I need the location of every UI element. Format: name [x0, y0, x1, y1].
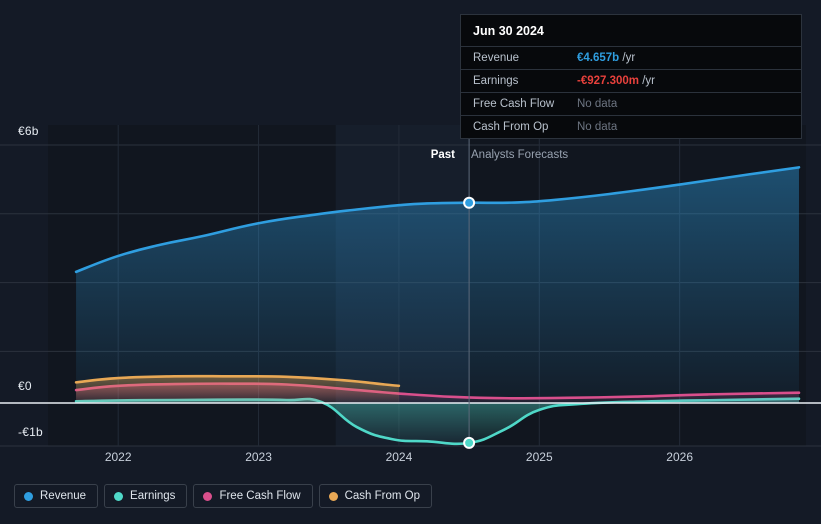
legend-label-cash-from-op: Cash From Op: [344, 490, 421, 502]
legend-label-earnings: Earnings: [130, 490, 176, 502]
tooltip-value-earnings: -€927.300m /yr: [577, 75, 655, 87]
legend-item-free-cash-flow[interactable]: Free Cash Flow: [193, 484, 313, 508]
tooltip-unit-revenue: /yr: [622, 52, 636, 64]
tooltip-key-earnings: Earnings: [473, 75, 519, 87]
series-area-revenue: [76, 167, 799, 403]
legend-item-revenue[interactable]: Revenue: [14, 484, 99, 508]
legend-label-free-cash-flow: Free Cash Flow: [219, 490, 301, 502]
series-area-earnings: [76, 398, 799, 444]
tooltip-num-earnings: -€927.300m: [577, 75, 640, 87]
tooltip-value-cash-from-op: No data: [577, 121, 618, 133]
legend-dot-revenue-icon: [24, 491, 33, 501]
x-axis-label-2025: 2025: [525, 450, 553, 464]
x-axis-label-2024: 2024: [385, 450, 413, 464]
tooltip-row-cash-from-op: Cash From Op No data: [461, 115, 801, 138]
series-line-cash-from-op: [74, 374, 401, 388]
tooltip-row-revenue: Revenue €4.657b /yr: [461, 46, 801, 69]
data-marker-revenue: [463, 196, 476, 209]
past-label: Past: [430, 149, 455, 161]
data-tooltip: Jun 30 2024 Revenue €4.657b /yr Earnings…: [460, 14, 802, 139]
y-axis-label-6b: €6b: [18, 124, 43, 138]
x-axis-label-2026: 2026: [666, 450, 694, 464]
tooltip-row-earnings: Earnings -€927.300m /yr: [461, 69, 801, 92]
tooltip-key-cash-from-op: Cash From Op: [473, 121, 549, 133]
legend-label-revenue: Revenue: [40, 490, 87, 502]
legend-item-earnings[interactable]: Earnings: [104, 484, 188, 508]
legend-dot-cash-from-op-icon: [328, 491, 338, 501]
legend-dot-free-cash-flow-icon: [203, 491, 213, 501]
tooltip-key-free-cash-flow: Free Cash Flow: [473, 98, 555, 110]
chart-legend: Revenue Earnings Free Cash Flow Cash Fro…: [14, 484, 433, 508]
legend-item-cash-from-op[interactable]: Cash From Op: [318, 484, 433, 508]
tooltip-date: Jun 30 2024: [473, 24, 544, 38]
x-axis-label-2022: 2022: [104, 450, 132, 464]
y-axis-label-neg1b: -€1b: [18, 425, 47, 439]
y-axis-label-0: €0: [18, 379, 36, 393]
tooltip-num-revenue: €4.657b: [577, 52, 620, 64]
data-marker-earnings: [463, 436, 476, 449]
analysts-forecasts-label: Analysts Forecasts: [471, 149, 569, 161]
x-axis-label-2023: 2023: [245, 450, 272, 464]
tooltip-key-revenue: Revenue: [473, 52, 520, 64]
tooltip-value-revenue: €4.657b /yr: [577, 52, 635, 64]
series-area-cash-from-op: [76, 376, 399, 403]
series-line-revenue: [74, 166, 801, 274]
legend-dot-earnings-icon: [114, 491, 124, 501]
tooltip-value-free-cash-flow: No data: [577, 98, 618, 110]
tooltip-row-free-cash-flow: Free Cash Flow No data: [461, 92, 801, 115]
tooltip-unit-earnings: /yr: [642, 75, 656, 87]
